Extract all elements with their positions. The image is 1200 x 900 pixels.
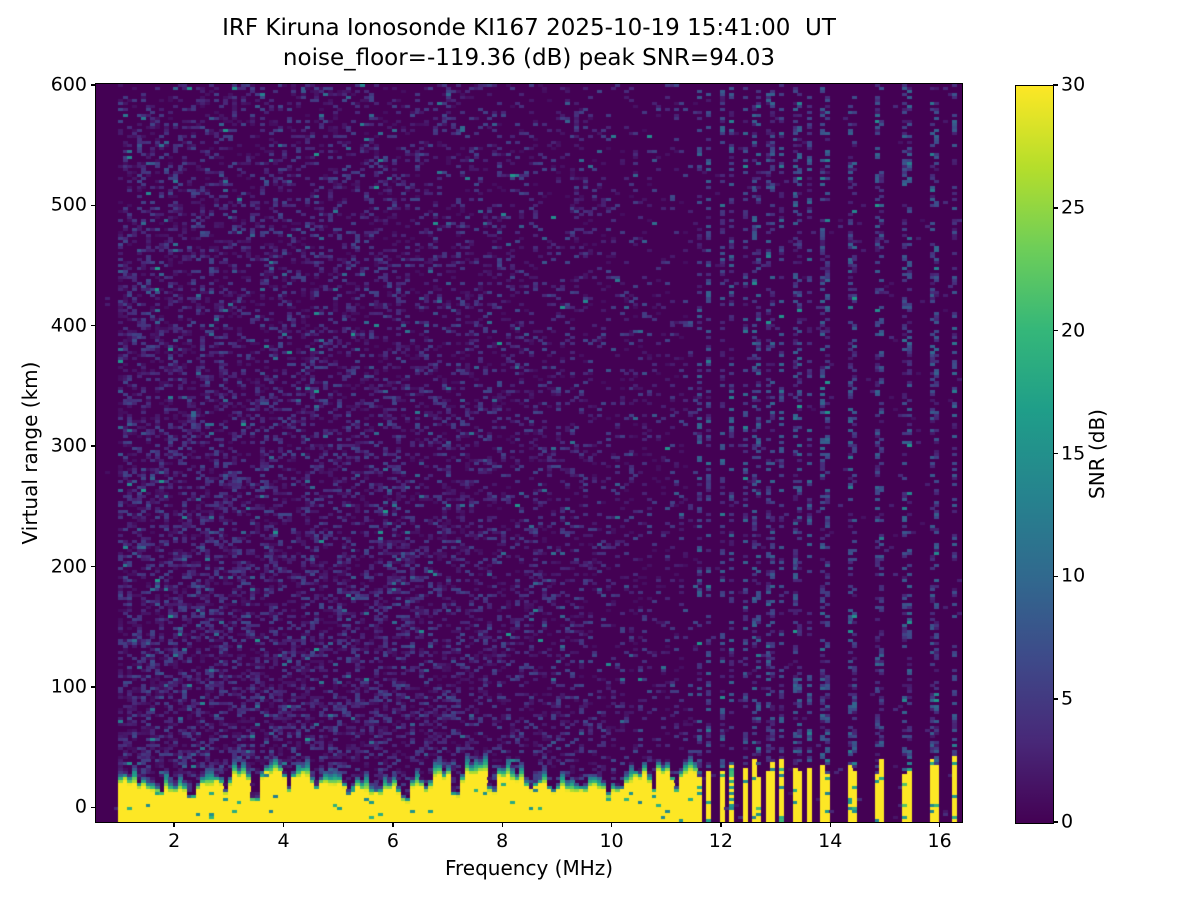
y-tick-mark	[90, 204, 96, 207]
x-tick-mark	[392, 822, 394, 827]
x-tick-mark	[829, 822, 831, 827]
colorbar-tick-mark	[1053, 698, 1058, 700]
colorbar-tick-label: 10	[1061, 564, 1086, 587]
colorbar-tick-label: 0	[1061, 810, 1074, 833]
x-tick-label: 2	[168, 830, 181, 852]
y-tick-label: 500	[50, 193, 87, 216]
chart-title: IRF Kiruna Ionosonde KI167 2025-10-19 15…	[0, 13, 1058, 73]
x-tick-label: 10	[599, 830, 624, 852]
colorbar-tick-label: 15	[1061, 442, 1086, 464]
x-tick-mark	[282, 822, 285, 827]
y-tick-mark	[90, 806, 96, 808]
y-tick-mark	[90, 565, 96, 568]
colorbar-tick-mark	[1053, 575, 1058, 578]
colorbar-tick-label: 30	[1061, 73, 1086, 96]
chart-title-line2: noise_floor=-119.36 (dB) peak SNR=94.03	[282, 45, 776, 71]
x-tick-label: 14	[818, 830, 843, 852]
colorbar-tick-label: 20	[1061, 319, 1086, 342]
ionogram-heatmap-canvas	[96, 84, 962, 822]
colorbar-tick-mark	[1053, 452, 1058, 455]
colorbar-tick-mark	[1053, 821, 1058, 823]
y-tick-mark	[90, 84, 96, 86]
colorbar	[1015, 85, 1054, 824]
y-tick-mark	[90, 686, 96, 688]
y-tick-label: 100	[50, 675, 87, 698]
x-tick-mark	[173, 822, 175, 827]
x-tick-label: 12	[708, 830, 733, 852]
x-tick-mark	[938, 822, 941, 827]
colorbar-tick-mark	[1053, 207, 1058, 209]
colorbar-tick-label: 25	[1061, 196, 1086, 219]
plot-area	[95, 83, 963, 823]
colorbar-tick-mark	[1053, 329, 1058, 332]
colorbar-tick-label: 5	[1061, 687, 1074, 710]
y-tick-label: 600	[50, 73, 87, 96]
y-tick-label: 400	[50, 314, 87, 337]
y-tick-label: 200	[50, 555, 87, 578]
y-tick-label: 300	[50, 434, 87, 457]
y-tick-label: 0	[74, 795, 87, 818]
colorbar-tick-mark	[1053, 84, 1058, 86]
x-tick-mark	[720, 822, 722, 827]
y-tick-mark	[90, 325, 96, 327]
colorbar-label: SNR (dB)	[1085, 409, 1109, 499]
x-tick-mark	[501, 822, 503, 827]
chart-title-line1: IRF Kiruna Ionosonde KI167 2025-10-19 15…	[222, 15, 836, 41]
x-tick-label: 6	[386, 830, 399, 852]
x-tick-mark	[610, 822, 613, 827]
x-axis-label: Frequency (MHz)	[444, 856, 614, 880]
y-tick-mark	[90, 445, 96, 447]
x-tick-label: 8	[496, 830, 509, 852]
x-tick-label: 16	[927, 830, 952, 852]
x-tick-label: 4	[277, 830, 290, 852]
